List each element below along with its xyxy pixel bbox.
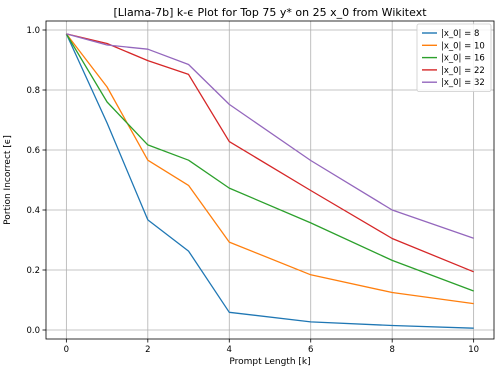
x-tick-label: 6 xyxy=(308,345,313,355)
x-tick-label: 0 xyxy=(64,345,69,355)
x-tick-label: 4 xyxy=(227,345,232,355)
series-line-2 xyxy=(65,33,474,305)
y-tick-label: 0.0 xyxy=(26,326,40,336)
legend-entry-label: |x_0| = 16 xyxy=(441,54,485,64)
y-axis-label: Portion Incorrect [ϵ] xyxy=(3,135,13,225)
series-lines xyxy=(65,33,474,329)
legend-entry-label: |x_0| = 8 xyxy=(441,29,479,39)
series-line-1 xyxy=(65,33,474,329)
legend-entry-label: |x_0| = 10 xyxy=(441,41,485,51)
legend-box xyxy=(416,23,492,92)
x-axis-label: Prompt Length [k] xyxy=(229,357,310,367)
axis-ticks: 0 2 4 6 8 10 0.0 0.2 0.4 0.6 0.8 1.0 xyxy=(26,26,479,355)
x-tick-label: 2 xyxy=(145,345,150,355)
x-tick-label: 10 xyxy=(468,345,479,355)
y-tick-label: 0.2 xyxy=(26,266,40,276)
series-line-4 xyxy=(66,33,474,273)
chart-title: [Llama-7b] k-ϵ Plot for Top 75 y* on 25 … xyxy=(113,6,427,19)
legend-entry-label: |x_0| = 32 xyxy=(441,78,485,88)
y-tick-label: 0.4 xyxy=(26,206,40,216)
legend-entry-label: |x_0| = 22 xyxy=(441,66,485,76)
y-tick-label: 0.6 xyxy=(26,146,40,156)
plot-frame xyxy=(45,20,495,340)
legend: |x_0| = 8 |x_0| = 10 |x_0| = 16 |x_0| = 22 |… xyxy=(416,23,492,92)
series-line-3 xyxy=(65,33,474,292)
y-tick-label: 0.8 xyxy=(26,86,40,96)
x-tick-label: 8 xyxy=(389,345,394,355)
y-tick-label: 1.0 xyxy=(26,26,40,36)
series-line-5 xyxy=(66,33,474,239)
